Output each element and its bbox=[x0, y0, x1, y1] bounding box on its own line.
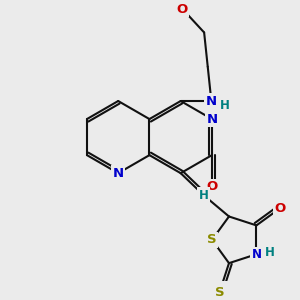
Text: N: N bbox=[206, 94, 217, 107]
Text: N: N bbox=[112, 167, 124, 180]
Text: O: O bbox=[206, 180, 218, 194]
Text: N: N bbox=[251, 248, 261, 261]
Text: N: N bbox=[206, 112, 218, 126]
Text: S: S bbox=[215, 286, 224, 299]
Text: H: H bbox=[265, 246, 275, 259]
Text: H: H bbox=[220, 99, 230, 112]
Text: S: S bbox=[207, 233, 217, 246]
Text: O: O bbox=[275, 202, 286, 214]
Text: O: O bbox=[177, 2, 188, 16]
Text: H: H bbox=[199, 189, 208, 202]
